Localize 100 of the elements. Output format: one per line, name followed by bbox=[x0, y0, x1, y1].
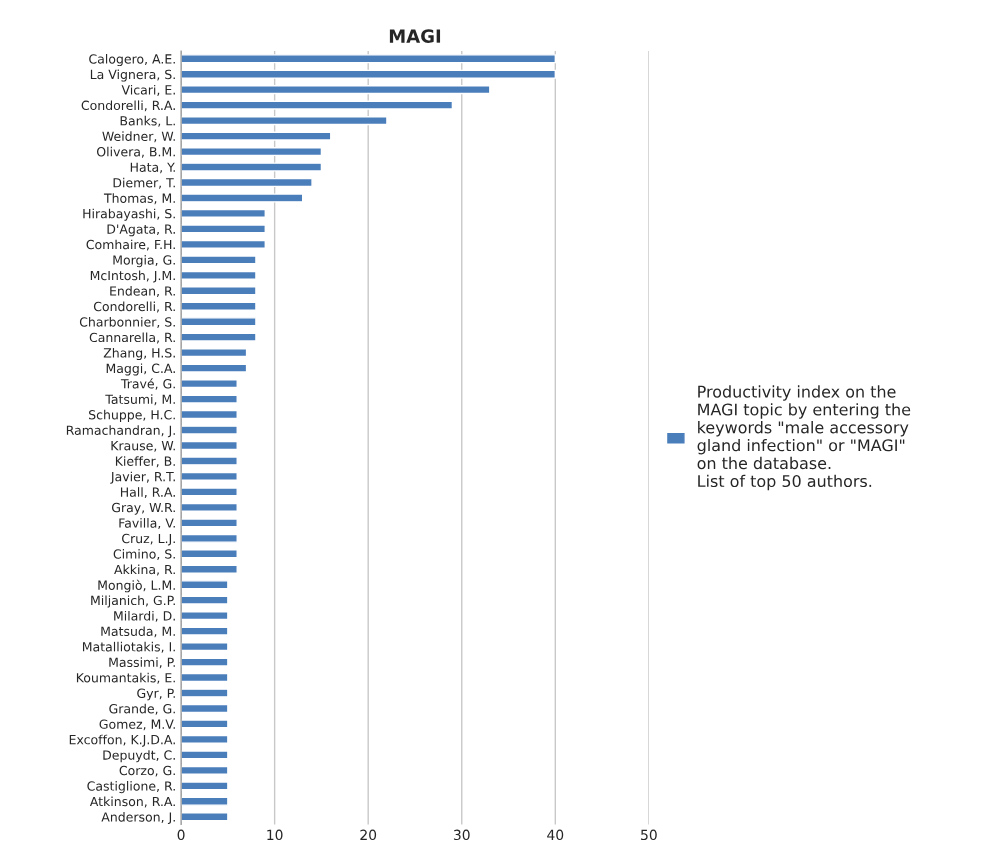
bar bbox=[181, 363, 248, 373]
y-tick-label: Weidner, W. bbox=[102, 131, 175, 143]
bar bbox=[181, 657, 229, 667]
y-tick-label: Castiglione, R. bbox=[87, 781, 175, 794]
y-tick-label: Cimino, S. bbox=[113, 549, 175, 560]
bar bbox=[181, 812, 229, 822]
bar bbox=[181, 348, 248, 358]
y-tick-label: Morgia, G. bbox=[113, 255, 175, 268]
y-tick-label: Hall, R.A. bbox=[120, 487, 175, 499]
bar bbox=[181, 85, 491, 95]
y-tick-label: Condorelli, R.A. bbox=[81, 100, 175, 112]
y-tick-label: Cruz, L.J. bbox=[122, 533, 175, 546]
bar bbox=[181, 286, 257, 296]
y-tick-label: Comhaire, F.H. bbox=[86, 239, 175, 251]
bar bbox=[181, 750, 229, 760]
bar bbox=[181, 208, 266, 218]
bar bbox=[181, 394, 238, 404]
bar bbox=[181, 162, 323, 172]
y-tick-label: Vicari, E. bbox=[121, 84, 175, 96]
bar bbox=[181, 456, 238, 466]
bar bbox=[181, 626, 229, 636]
x-tick-label: 40 bbox=[547, 829, 564, 841]
y-tick-label: Travé, G. bbox=[120, 378, 175, 390]
bar bbox=[181, 177, 313, 188]
x-tick-label: 30 bbox=[453, 829, 470, 841]
bar bbox=[181, 533, 238, 543]
bar bbox=[181, 379, 238, 389]
y-tick-label: Endean, R. bbox=[110, 286, 175, 297]
y-tick-label: Anderson, J. bbox=[101, 812, 175, 825]
bar bbox=[181, 672, 229, 683]
y-tick-label: Gyr, P. bbox=[137, 688, 175, 701]
y-tick-label: Javier, R.T. bbox=[110, 471, 175, 484]
y-tick-label: Maggi, C.A. bbox=[106, 363, 175, 376]
y-tick-label: Favilla, V. bbox=[119, 518, 175, 530]
y-tick-label: Zhang, H.S. bbox=[103, 347, 175, 361]
bar bbox=[181, 796, 229, 806]
x-tick-label: 20 bbox=[360, 829, 377, 841]
y-tick-label: Milardi, D. bbox=[114, 610, 175, 622]
chart-title: MAGI bbox=[389, 29, 441, 43]
bar bbox=[181, 54, 557, 64]
bar bbox=[181, 69, 557, 79]
x-tick-label: 50 bbox=[641, 829, 657, 841]
y-tick-label: Thomas, M. bbox=[103, 193, 175, 205]
bar bbox=[181, 131, 332, 141]
y-tick-label: McIntosh, J.M. bbox=[90, 270, 175, 283]
bar bbox=[181, 116, 388, 126]
bar bbox=[181, 471, 238, 481]
bar bbox=[181, 734, 229, 744]
y-tick-label: Cannarella, R. bbox=[89, 332, 175, 344]
bar bbox=[181, 301, 257, 311]
y-tick-label: Gomez, M.V. bbox=[99, 719, 175, 731]
bar bbox=[181, 224, 266, 234]
legend-label: Productivity index on the MAGI topic by entering the keywords "male accessory gland infection" or "MAGI" on the database. List of top 50 authors. bbox=[697, 385, 911, 491]
bar bbox=[181, 642, 229, 652]
bar bbox=[181, 487, 238, 497]
bar bbox=[181, 781, 229, 791]
y-tick-label: Ramachandran, J. bbox=[66, 425, 175, 438]
bar bbox=[181, 440, 238, 451]
x-tick-label: 10 bbox=[267, 829, 283, 841]
y-tick-label: Massimi, P. bbox=[109, 657, 175, 669]
y-tick-label: Mongiò, L.M. bbox=[98, 579, 175, 593]
bar bbox=[181, 255, 257, 265]
y-tick-label: Gray, W.R. bbox=[111, 502, 175, 515]
y-tick-label: Kieffer, B. bbox=[115, 456, 175, 468]
y-tick-label: Corzo, G. bbox=[119, 765, 175, 777]
bar bbox=[181, 317, 257, 327]
bar bbox=[181, 409, 238, 420]
y-tick-label: Hirabayashi, S. bbox=[83, 208, 175, 221]
y-tick-label: Matsuda, M. bbox=[101, 626, 175, 638]
bar bbox=[181, 595, 229, 605]
bar bbox=[181, 580, 229, 590]
y-tick-label: Charbonnier, S. bbox=[79, 316, 175, 328]
y-tick-label: Hata, Y. bbox=[130, 162, 175, 174]
y-tick-label: Atkinson, R.A. bbox=[89, 796, 175, 808]
bar bbox=[181, 518, 238, 528]
bar bbox=[181, 239, 266, 249]
bar bbox=[181, 719, 229, 729]
y-tick-label: Olivera, B.M. bbox=[96, 146, 175, 158]
y-tick-label: Tatsumi, M. bbox=[105, 394, 175, 406]
bar bbox=[181, 502, 238, 512]
y-tick-label: Akkina, R. bbox=[114, 564, 175, 576]
y-tick-label: Depuydt, C. bbox=[103, 750, 175, 763]
bar bbox=[181, 549, 238, 559]
y-tick-label: Diemer, T. bbox=[113, 177, 175, 189]
y-tick-label: Grande, G. bbox=[109, 703, 175, 715]
y-tick-label: Krause, W. bbox=[111, 441, 175, 452]
y-tick-label: Matalliotakis, I. bbox=[82, 641, 175, 653]
bar bbox=[181, 611, 229, 621]
bar bbox=[181, 270, 257, 280]
y-tick-label: Banks, L. bbox=[120, 115, 175, 127]
y-tick-label: Condorelli, R. bbox=[93, 301, 175, 313]
bar bbox=[181, 688, 229, 698]
y-tick-label: Miljanich, G.P. bbox=[91, 595, 175, 608]
bar bbox=[181, 193, 304, 203]
bar bbox=[181, 564, 238, 574]
bar bbox=[181, 332, 257, 342]
bar bbox=[181, 146, 323, 157]
bar bbox=[181, 765, 229, 775]
x-tick-label: 0 bbox=[177, 829, 185, 841]
y-tick-label: Koumantakis, E. bbox=[76, 672, 175, 684]
